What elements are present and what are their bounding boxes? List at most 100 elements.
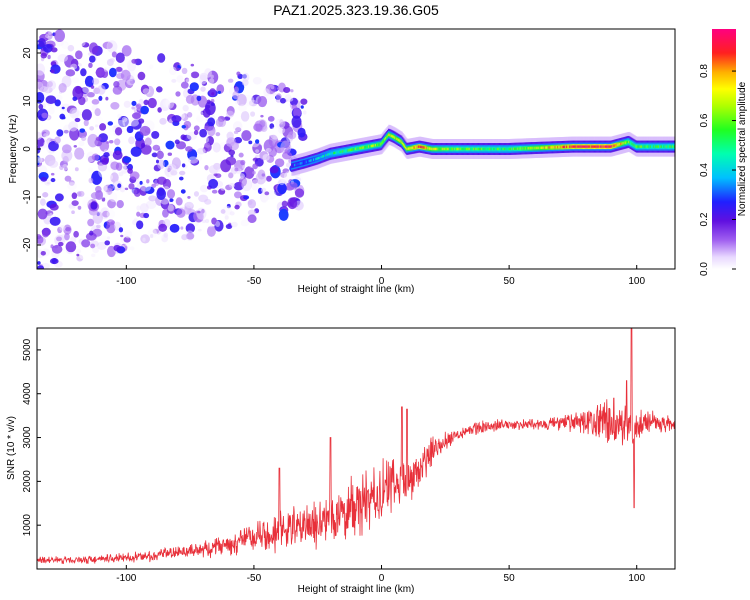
spectrogram-blob: [257, 95, 268, 108]
spectrogram-blob: [250, 111, 256, 117]
spectrogram-blob: [196, 147, 206, 155]
snr-series-line: [37, 328, 675, 565]
spectrogram-blob: [40, 176, 48, 182]
spectrogram-blob: [147, 228, 157, 239]
spectrogram-blob: [255, 139, 260, 144]
spectrogram-blob: [37, 80, 44, 93]
spectrogram-blob: [181, 124, 186, 129]
spectrogram-blob: [37, 235, 44, 244]
spectrogram-blob: [120, 234, 124, 238]
spectrogram-blob: [241, 130, 252, 141]
spectrogram-blob: [247, 209, 257, 216]
spectrogram-blob: [78, 140, 85, 147]
spectrogram-blob: [126, 125, 134, 134]
top-x-axis-label: Height of straight line (km): [298, 284, 415, 295]
spectrogram-blob: [171, 115, 182, 123]
spectrogram-blob: [106, 236, 111, 240]
spectrogram-blob: [211, 189, 218, 194]
colorbar: 0.0 0.2 0.4 0.6 0.8 Normalized spectral ampl…: [699, 29, 748, 276]
spectrogram-blob: [240, 219, 250, 227]
spectrogram-blob: [129, 246, 135, 251]
colorbar-ticks: 0.0 0.2 0.4 0.6 0.8: [699, 64, 736, 276]
spectrogram-blob: [187, 73, 192, 77]
spectrogram-blob: [214, 173, 222, 179]
spectrogram-blob: [233, 86, 239, 93]
spectrogram-blob: [262, 154, 270, 161]
spectrogram-blob: [279, 172, 290, 182]
bottom-x-tick-label: -50: [247, 573, 262, 584]
spectrogram-blob: [116, 66, 123, 72]
top-y-tick-label: 10: [22, 95, 33, 107]
bottom-y-tick-label: 5000: [22, 338, 33, 361]
bottom-x-tick-label: 0: [379, 573, 385, 584]
spectrogram-blob: [211, 92, 215, 96]
spectrogram-blob: [42, 192, 49, 198]
spectrogram-blob: [215, 220, 221, 227]
spectrogram-blob: [68, 121, 79, 132]
spectrogram-blob: [70, 63, 78, 70]
spectrogram-blob: [204, 101, 216, 116]
spectrogram-blob: [215, 132, 221, 137]
spectrogram-blob: [90, 243, 96, 249]
spectrogram-blob: [95, 136, 102, 141]
spectrogram-blob: [279, 119, 284, 125]
spectrogram-blob: [76, 191, 82, 197]
spectrogram-blob: [37, 261, 41, 265]
spectrogram-blob: [138, 118, 145, 124]
spectrogram-blob: [48, 106, 55, 115]
spectrogram-blob: [135, 103, 142, 110]
top-x-ticks: -100 -50 0 50 100: [116, 265, 645, 287]
spectrogram-blob: [124, 187, 129, 191]
spectrogram-blob: [155, 159, 159, 164]
spectrogram-blob: [263, 88, 270, 97]
spectrogram-blob: [74, 117, 81, 123]
spectrogram-blob: [204, 68, 212, 78]
spectrogram-blob: [131, 112, 141, 119]
spectrogram-blob: [242, 72, 250, 82]
spectrogram-blob: [269, 123, 275, 130]
spectrogram-blob: [123, 236, 131, 243]
spectrogram-blob: [209, 78, 215, 84]
spectrogram-blob: [39, 147, 50, 155]
spectrogram-blob: [204, 218, 210, 224]
spectrogram-blob: [224, 215, 229, 220]
spectrogram-blob: [297, 127, 306, 138]
spectrogram-blob: [68, 180, 75, 186]
spectrogram-blob: [56, 236, 62, 242]
spectrogram-blob: [179, 170, 186, 176]
spectrogram-blob: [252, 142, 263, 154]
spectrogram-blob: [95, 185, 102, 193]
spectrogram-blob: [252, 163, 258, 170]
spectrogram-blob: [162, 99, 171, 108]
spectrogram-blob: [71, 192, 78, 200]
spectrogram-blob: [208, 222, 214, 228]
spectrogram-blob: [113, 80, 120, 88]
spectrogram-blob: [204, 142, 211, 148]
spectrogram-blob: [265, 147, 272, 153]
spectrogram-blob: [140, 105, 149, 115]
spectrogram-blob: [129, 118, 140, 127]
spectrogram-blob: [131, 58, 138, 64]
spectrogram-blob: [76, 253, 80, 257]
top-y-axis-label: Frequency (Hz): [8, 115, 19, 184]
spectrogram-blob: [216, 168, 221, 173]
spectrogram-blob: [264, 93, 274, 101]
spectrogram-blob: [85, 232, 97, 241]
spectrogram-blob: [285, 162, 291, 168]
spectrogram-blob: [42, 230, 50, 238]
spectrogram-blob: [204, 136, 210, 143]
spectrogram-blob: [156, 188, 166, 200]
spectrogram-blob: [37, 41, 40, 45]
spectrogram-blob: [260, 187, 267, 193]
spectrogram-blob: [113, 244, 121, 252]
spectrogram-blob: [208, 178, 219, 189]
spectrogram-blob: [212, 142, 221, 153]
spectrogram-blob: [115, 162, 123, 171]
spectrogram-blob: [233, 191, 242, 199]
spectrogram-blob: [146, 179, 150, 184]
spectrogram-blob: [59, 165, 64, 171]
spectrogram-blob: [80, 68, 87, 77]
spectrogram-blob: [185, 94, 195, 104]
